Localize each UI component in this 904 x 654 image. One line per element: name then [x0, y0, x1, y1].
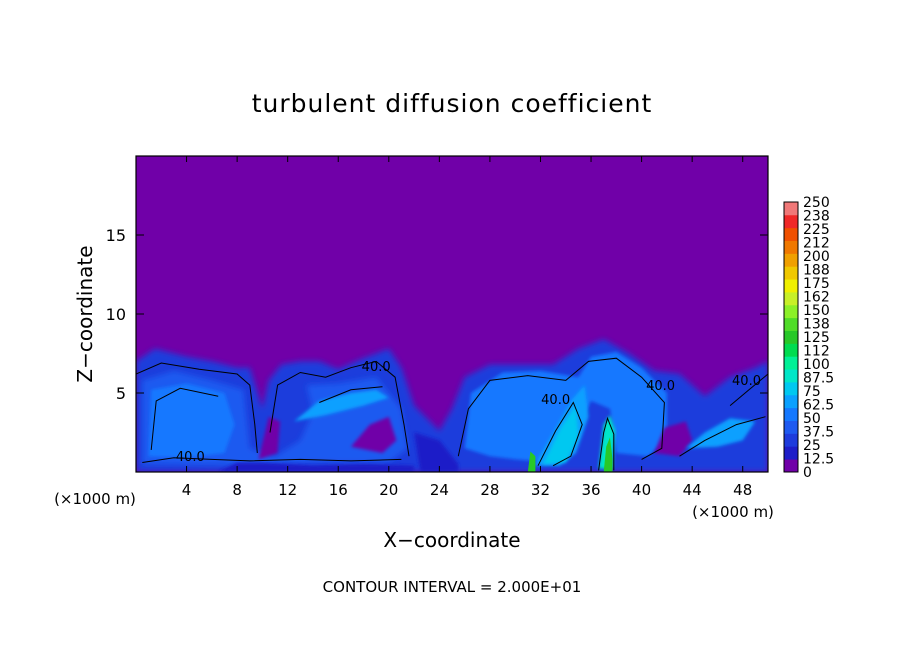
- colorbar-label: 12.5: [803, 452, 834, 468]
- field-region: [148, 383, 235, 458]
- x-tick-label: 44: [683, 481, 702, 499]
- colorbar-label: 25: [803, 438, 821, 454]
- colorbar-label: 250: [803, 195, 830, 211]
- colorbar-label: 112: [803, 344, 830, 360]
- x-tick-label: 12: [278, 481, 297, 499]
- contour-line: [142, 457, 402, 463]
- contour-line: [319, 386, 383, 403]
- colorbar-swatch: [784, 214, 798, 229]
- colorbar-swatch: [784, 394, 798, 409]
- x-axis-label: X−coordinate: [383, 528, 520, 552]
- colorbar-swatch: [784, 369, 798, 383]
- contour-line: [457, 357, 665, 460]
- contour-line: [537, 401, 583, 467]
- field-region: [218, 462, 415, 472]
- plot-area: 40.0 40.0 40.0 40.0 40.0: [135, 155, 769, 473]
- x-tick-label: 4: [182, 481, 192, 499]
- colorbar-label: 87.5: [803, 371, 834, 387]
- contour-interval-note: CONTOUR INTERVAL = 2.000E+01: [323, 578, 582, 596]
- colorbar-swatch: [784, 279, 798, 293]
- x-axis: 4 8 12 16 20 24 28 32 36 40 44 48: [182, 156, 752, 499]
- x-tick-label: 16: [329, 481, 348, 499]
- field-region: [685, 418, 756, 449]
- x-tick-label: 24: [430, 481, 449, 499]
- turbulence-field: [136, 339, 768, 472]
- colorbar-label: 100: [803, 357, 830, 373]
- colorbar-label: 0: [803, 465, 812, 481]
- colorbar-label: 125: [803, 330, 830, 346]
- colorbar-frame: [783, 201, 799, 473]
- y-tick-label: 15: [106, 226, 126, 245]
- colorbar-label: 37.5: [803, 425, 834, 441]
- field-region: [543, 405, 579, 465]
- colorbar-label: 238: [803, 209, 830, 225]
- field-region: [294, 389, 389, 422]
- colorbar-label: 50: [803, 411, 821, 427]
- colorbar-label: 188: [803, 263, 830, 279]
- y-tick-label: 10: [106, 305, 126, 324]
- x-unit-left: (×1000 m): [54, 490, 136, 508]
- colorbar-swatch: [784, 266, 798, 280]
- colorbar-swatch: [784, 459, 798, 473]
- colorbar-swatch: [784, 292, 798, 306]
- contour-label: 40.0: [176, 450, 205, 465]
- colorbar-swatch: [784, 304, 798, 319]
- colorbar-swatch: [784, 382, 798, 396]
- contour-label: 40.0: [362, 360, 391, 375]
- x-tick-label: 36: [581, 481, 600, 499]
- field-region: [258, 416, 281, 460]
- field-region: [464, 351, 667, 463]
- field-region: [654, 421, 693, 457]
- colorbar: 012.52537.55062.57587.510011212513815016…: [783, 195, 834, 481]
- x-tick-label: 28: [480, 481, 499, 499]
- contour-labels: 40.0 40.0 40.0 40.0 40.0: [176, 360, 761, 465]
- colorbar-swatch: [784, 253, 798, 267]
- contour-label: 40.0: [732, 374, 761, 389]
- x-tick-label: 32: [531, 481, 550, 499]
- x-tick-label: 48: [733, 481, 752, 499]
- colorbar-swatch: [784, 433, 798, 447]
- colorbar-label: 138: [803, 317, 830, 333]
- colorbar-label: 200: [803, 249, 830, 265]
- x-tick-label: 40: [632, 481, 651, 499]
- contour-line: [150, 387, 219, 450]
- colorbar-swatch: [784, 240, 798, 254]
- x-unit-right: (×1000 m): [692, 503, 774, 521]
- colorbar-label: 162: [803, 290, 830, 306]
- colorbar-swatch: [784, 330, 798, 344]
- field-region: [350, 416, 397, 453]
- colorbar-label: 175: [803, 276, 830, 292]
- y-axis-label: Z−coordinate: [73, 245, 97, 382]
- colorbar-swatch: [784, 202, 798, 216]
- field-region: [527, 451, 536, 472]
- colorbar-swatch: [784, 343, 798, 357]
- x-tick-label: 8: [232, 481, 242, 499]
- x-tick-label: 20: [379, 481, 398, 499]
- field-region: [603, 437, 613, 472]
- y-tick-label: 5: [116, 384, 126, 403]
- field-region: [414, 432, 459, 472]
- colorbar-swatch: [784, 407, 798, 421]
- contour-line: [729, 373, 768, 406]
- colorbar-swatch: [784, 356, 798, 370]
- colorbar-label: 150: [803, 303, 830, 319]
- contour-line: [136, 362, 258, 454]
- contour-line: [598, 416, 615, 471]
- colorbar-label: 212: [803, 236, 830, 252]
- colorbar-label: 62.5: [803, 398, 834, 414]
- y-axis: 5 10 15: [106, 226, 768, 403]
- colorbar-swatch: [784, 317, 798, 331]
- contour-line: [679, 416, 766, 457]
- contour-line: [269, 360, 410, 457]
- colorbar-label: 75: [803, 384, 821, 400]
- contour-label: 40.0: [541, 393, 570, 408]
- contour-label: 40.0: [646, 379, 675, 394]
- chart-title: turbulent diffusion coefficient: [252, 89, 653, 118]
- colorbar-swatch: [784, 446, 798, 460]
- colorbar-label: 225: [803, 222, 830, 238]
- colorbar-swatch: [784, 227, 798, 241]
- colorbar-swatch: [784, 420, 798, 434]
